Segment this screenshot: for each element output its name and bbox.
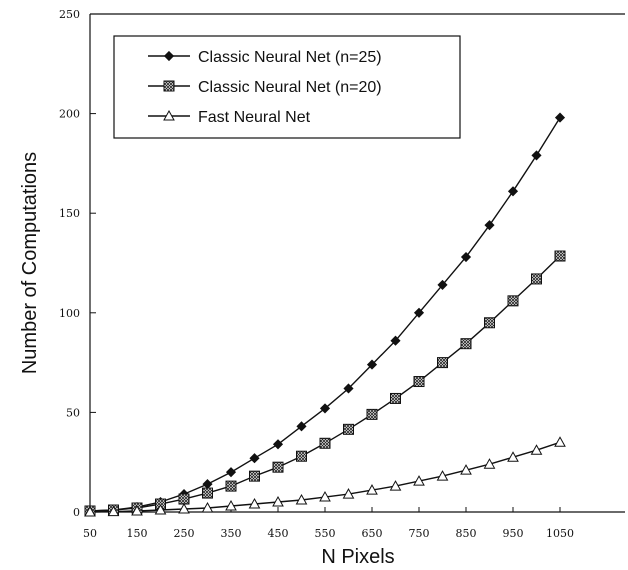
data-point-series-1 — [554, 112, 566, 123]
series-lines — [89, 117, 561, 513]
x-tick-label: 550 — [315, 527, 336, 540]
data-point-series-1 — [507, 186, 519, 197]
data-point-series-3 — [201, 501, 214, 513]
data-point-series-2 — [225, 480, 237, 492]
data-point-series-1 — [343, 383, 354, 394]
data-point-series-1 — [484, 220, 495, 231]
data-point-series-1 — [413, 307, 425, 318]
data-point-series-2 — [554, 250, 566, 262]
data-point-series-3 — [319, 491, 331, 502]
x-tick-label: 350 — [221, 527, 242, 540]
legend-marker-2 — [163, 80, 175, 92]
data-point-series-2 — [413, 376, 425, 388]
series-line-1 — [89, 117, 561, 512]
y-tick-label: 0 — [73, 506, 80, 519]
data-point-series-3 — [107, 505, 120, 517]
data-point-series-3 — [389, 480, 402, 491]
legend: Classic Neural Net (n=25) Classic Neural … — [113, 35, 461, 139]
legend-label-1: Classic Neural Net (n=25) — [198, 49, 382, 66]
data-point-series-2 — [343, 423, 354, 435]
x-tick-label: 850 — [456, 527, 477, 540]
data-point-series-3 — [366, 484, 378, 495]
legend-marker-1 — [163, 50, 175, 62]
y-tick-label: 200 — [59, 108, 80, 121]
data-point-series-3 — [84, 505, 96, 517]
data-point-series-3 — [507, 451, 519, 462]
data-point-series-1 — [225, 467, 237, 478]
x-tick-label: 450 — [268, 527, 289, 540]
data-point-series-3 — [483, 458, 496, 469]
x-axis-title: N Pixels — [321, 546, 394, 568]
x-tick-label: 750 — [409, 527, 430, 540]
data-point-series-2 — [390, 392, 401, 404]
data-point-series-1 — [202, 479, 213, 490]
data-point-series-1 — [319, 403, 331, 414]
data-point-series-1 — [460, 251, 472, 263]
data-point-series-1 — [296, 421, 307, 432]
y-axis-ticks: 0 50 100 150 200 250 — [59, 8, 96, 519]
data-point-series-1 — [390, 335, 401, 346]
x-tick-label: 950 — [503, 527, 524, 540]
data-point-series-3 — [413, 475, 425, 486]
x-tick-label: 150 — [127, 527, 148, 540]
data-point-series-3 — [342, 488, 355, 499]
y-tick-label: 100 — [59, 307, 80, 320]
series-line-2 — [89, 255, 561, 512]
x-tick-label: 250 — [174, 527, 195, 540]
data-point-series-2 — [366, 408, 378, 420]
data-point-series-2 — [272, 461, 284, 473]
data-point-series-2 — [531, 273, 542, 285]
data-point-series-3 — [178, 502, 190, 514]
data-point-series-3 — [131, 504, 143, 516]
data-point-series-2 — [296, 450, 307, 462]
data-point-series-2 — [178, 493, 190, 505]
x-tick-label: 650 — [362, 527, 383, 540]
y-tick-label: 250 — [59, 8, 80, 21]
data-point-series-2 — [202, 487, 213, 499]
data-point-series-1 — [249, 453, 260, 464]
data-point-series-2 — [319, 437, 331, 449]
series-markers — [84, 112, 566, 517]
x-axis-ticks: 50 150 250 350 450 550 650 750 850 950 1050 — [83, 507, 574, 540]
y-tick-label: 50 — [66, 406, 80, 419]
data-point-series-2 — [460, 338, 472, 350]
data-point-series-1 — [437, 279, 448, 290]
data-point-series-3 — [554, 436, 566, 447]
data-point-series-3 — [530, 444, 543, 455]
y-axis-title: Number of Computations — [19, 152, 41, 374]
data-point-series-2 — [507, 295, 519, 307]
legend-marker-3 — [163, 109, 175, 121]
y-tick-label: 150 — [59, 207, 80, 220]
data-point-series-3 — [272, 496, 284, 507]
legend-label-3: Fast Neural Net — [198, 109, 311, 126]
data-point-series-3 — [154, 503, 167, 515]
data-point-series-3 — [436, 470, 449, 481]
data-point-series-1 — [366, 359, 378, 370]
data-point-series-2 — [249, 470, 260, 482]
x-tick-label: 1050 — [546, 527, 574, 540]
data-point-series-3 — [225, 499, 237, 511]
data-point-series-3 — [460, 464, 472, 475]
data-point-series-2 — [437, 357, 448, 369]
legend-label-2: Classic Neural Net (n=20) — [198, 79, 382, 96]
data-point-series-2 — [484, 317, 495, 329]
data-point-series-3 — [295, 494, 308, 505]
data-point-series-3 — [248, 498, 261, 509]
x-tick-label: 50 — [83, 527, 97, 540]
data-point-series-1 — [272, 439, 284, 450]
data-point-series-1 — [531, 150, 542, 161]
